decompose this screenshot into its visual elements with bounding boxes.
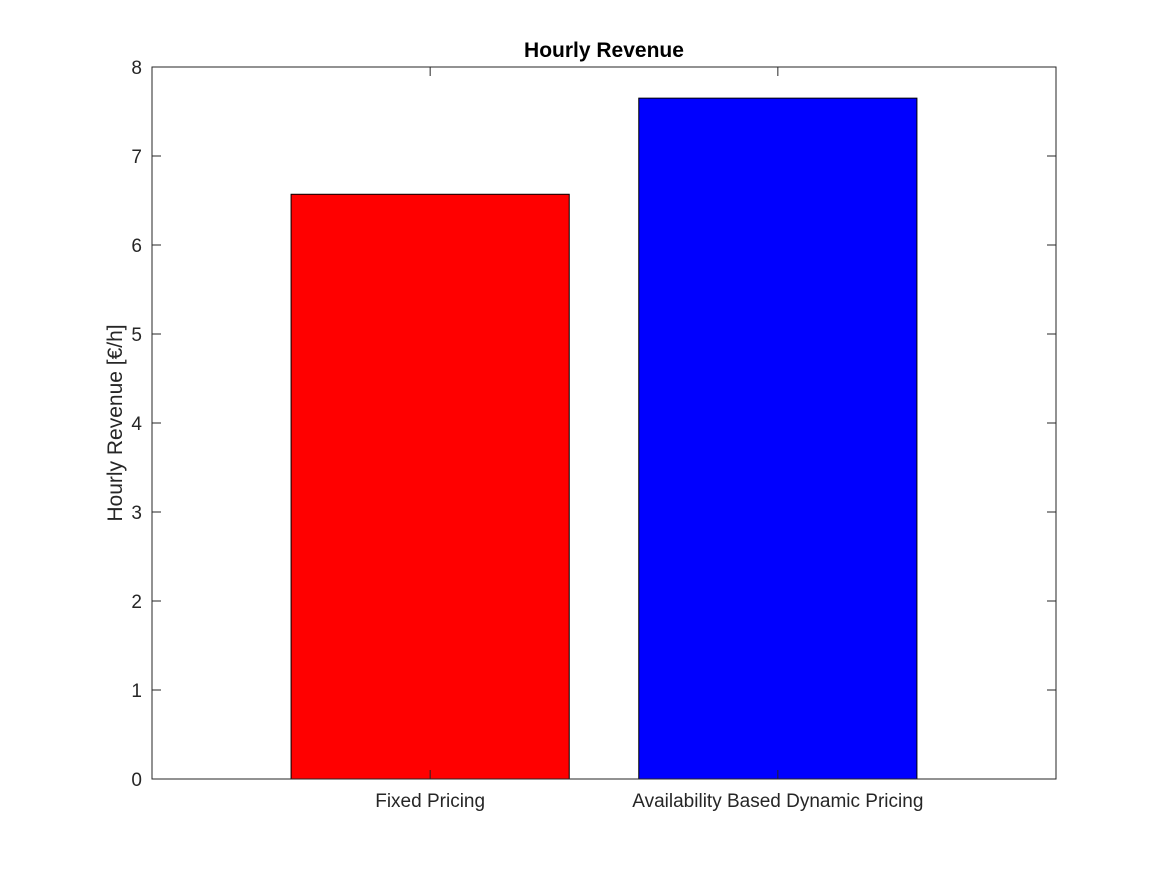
y-axis-label: Hourly Revenue [€/h] [104,324,127,521]
y-tick-label: 5 [131,325,142,346]
ticks-layer: Fixed Pricing Availability Based Dynamic … [131,58,1056,812]
plot-area [152,67,1056,779]
y-tick-label: 1 [131,681,142,702]
bar-2 [638,97,918,780]
bar-1 [290,193,570,780]
y-tick-label: 8 [131,58,142,79]
y-tick-label: 2 [131,592,142,613]
bars-layer [290,97,918,780]
y-tick-label: 6 [131,236,142,257]
x-tick-label: Availability Based Dynamic Pricing [632,791,923,812]
x-tick-label: Fixed Pricing [375,791,485,812]
y-tick-label: 7 [131,147,142,168]
y-tick-label: 3 [131,503,142,524]
chart-title: Hourly Revenue [524,39,684,62]
y-tick-label: 4 [131,414,142,435]
axes-frame [151,66,1057,780]
y-tick-label: 0 [131,770,142,791]
